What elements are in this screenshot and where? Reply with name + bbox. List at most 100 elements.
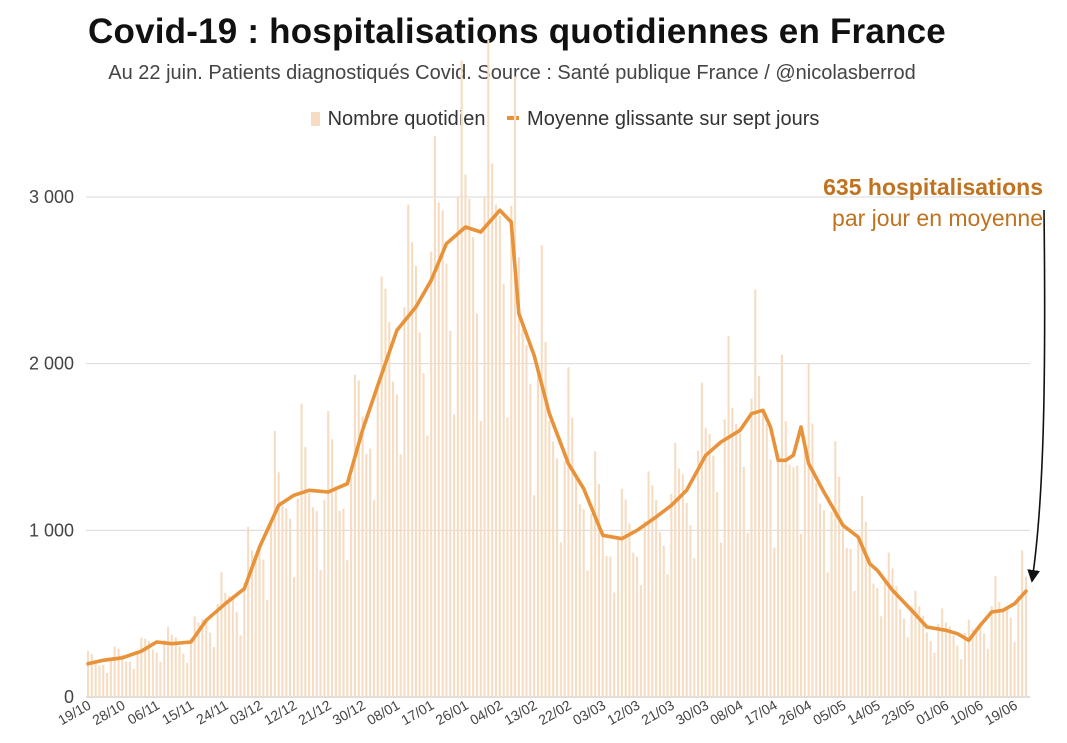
bar-daily [1005, 609, 1008, 697]
y-tick-label: 1 000 [29, 520, 74, 540]
bar-daily [392, 381, 395, 697]
bar-daily [658, 532, 661, 697]
bar-daily [979, 626, 982, 697]
bar-daily [662, 545, 665, 697]
bar-daily [1002, 610, 1005, 697]
bar-daily [559, 542, 562, 697]
x-tick-label: 03/12 [227, 697, 266, 728]
bar-daily [498, 215, 501, 697]
chart-title: Covid-19 : hospitalisations quotidiennes… [88, 12, 946, 51]
bar-daily [933, 652, 936, 697]
bar-daily [502, 283, 505, 697]
chart-legend: Nombre quotidien Moyenne glissante sur s… [0, 108, 1067, 131]
bar-daily [758, 376, 761, 697]
bar-daily [472, 237, 475, 697]
bar-daily [967, 619, 970, 697]
bar-daily [514, 76, 517, 697]
bar-daily [125, 661, 128, 697]
bar-daily [552, 441, 555, 697]
bar-daily [620, 488, 623, 697]
legend-bar-swatch [310, 112, 320, 127]
bar-daily [643, 521, 646, 697]
bar-daily [258, 549, 261, 697]
bar-daily [491, 163, 494, 698]
legend-bars-label: Nombre quotidien [327, 108, 486, 131]
bar-daily [925, 632, 928, 697]
bar-daily [704, 428, 707, 697]
bar-daily [342, 508, 345, 697]
bar-daily [106, 673, 109, 697]
bar-daily [994, 576, 997, 697]
bar-daily [872, 583, 875, 697]
bar-daily [647, 471, 650, 697]
annotation-caption-text: par jour en moyenne [832, 205, 1043, 231]
bar-daily [563, 461, 566, 697]
bar-daily [830, 511, 833, 697]
bar-daily [193, 616, 196, 697]
bar-daily [464, 174, 467, 697]
bar-daily [719, 542, 722, 697]
bar-daily [220, 572, 223, 697]
bar-daily [197, 622, 200, 697]
bar-daily [773, 547, 776, 697]
bar-daily [670, 493, 673, 697]
bar-daily [388, 322, 391, 697]
bar-daily [102, 664, 105, 697]
bar-daily [117, 648, 120, 697]
bar-daily [365, 454, 368, 697]
bar-daily [517, 257, 520, 697]
bar-daily [533, 495, 536, 697]
bar-daily [780, 354, 783, 697]
bar-daily [914, 590, 917, 697]
bar-daily [819, 503, 822, 697]
bar-daily [624, 499, 627, 697]
bar-daily [311, 507, 314, 697]
bar-daily [494, 204, 497, 697]
bar-daily [189, 638, 192, 697]
x-tick-label: 28/10 [89, 697, 128, 728]
bar-daily [308, 493, 311, 697]
y-tick-label: 0 [64, 687, 74, 707]
bar-daily [586, 570, 589, 697]
bar-daily [575, 478, 578, 697]
bar-daily [777, 456, 780, 697]
x-tick-label: 15/11 [159, 697, 197, 728]
bar-daily [609, 556, 612, 697]
x-tick-label: 08/01 [364, 697, 403, 728]
x-tick-label: 21/12 [295, 697, 334, 728]
bar-daily [868, 557, 871, 697]
bar-daily [453, 414, 456, 697]
bar-daily [971, 629, 974, 697]
bar-daily [338, 510, 341, 697]
bar-daily [167, 627, 170, 697]
bar-daily [250, 550, 253, 697]
bar-daily [952, 635, 955, 697]
bar-daily [754, 289, 757, 697]
bar-daily [727, 335, 730, 697]
bar-daily [163, 640, 166, 697]
bar-daily [681, 474, 684, 697]
bar-daily [262, 559, 265, 697]
bar-daily [876, 587, 879, 697]
legend-item-line: Moyenne glissante sur sept jours [507, 108, 819, 131]
bar-daily [880, 616, 883, 697]
bar-daily [578, 504, 581, 697]
bar-daily [636, 556, 639, 697]
bar-daily [468, 198, 471, 697]
bar-daily [437, 202, 440, 697]
bar-daily [708, 434, 711, 697]
legend-item-bars: Nombre quotidien [310, 108, 486, 131]
bar-daily [887, 552, 890, 697]
bar-daily [739, 433, 742, 697]
bar-daily [693, 558, 696, 697]
bar-daily [281, 505, 284, 697]
x-tick-label: 23/05 [879, 697, 918, 728]
bar-daily [235, 611, 238, 697]
bar-daily [891, 568, 894, 697]
bar-daily [353, 374, 356, 697]
bar-daily [746, 533, 749, 697]
bar-daily [590, 513, 593, 697]
bar-daily [209, 632, 212, 697]
bar-daily [815, 483, 818, 697]
x-tick-label: 04/02 [467, 697, 506, 728]
